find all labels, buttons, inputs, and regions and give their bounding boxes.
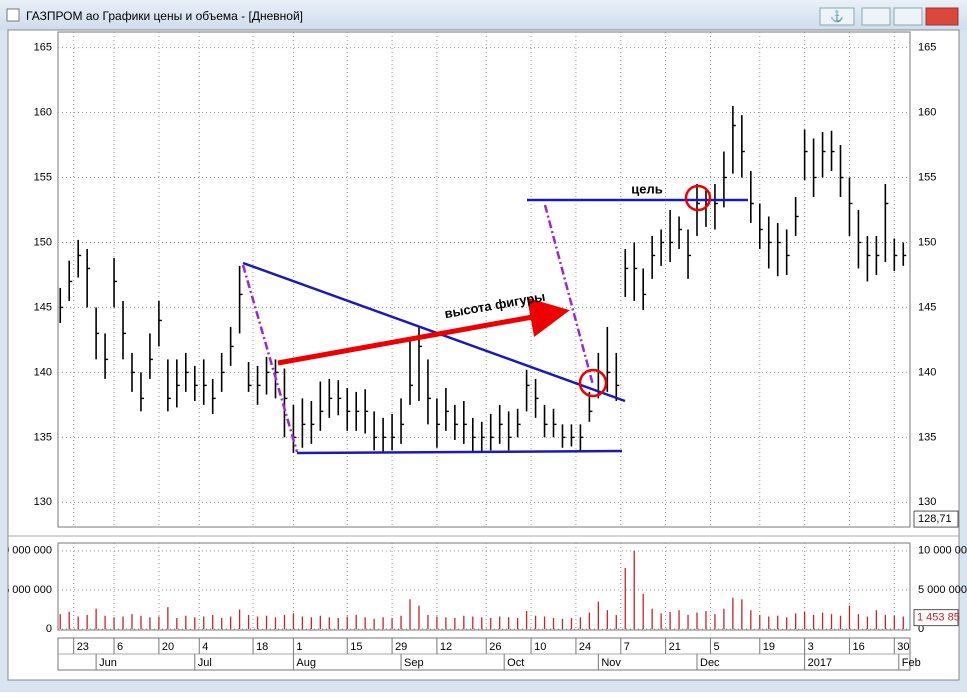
pin-icon: ⚓ (830, 10, 844, 23)
y-tick-label: 165 (918, 41, 936, 53)
last-price-box (913, 510, 959, 528)
y-tick-label: 155 (34, 171, 52, 183)
target-circle (684, 184, 712, 212)
y-tick-label: 165 (34, 41, 52, 53)
y-tick-label: 130 (34, 496, 52, 508)
y-tick-label: 140 (918, 366, 936, 378)
y-tick-label: 135 (918, 431, 936, 443)
price-panel (57, 31, 911, 528)
height-line (543, 204, 595, 386)
x-tick-label: 23 (77, 641, 89, 653)
last-price-label: 128,71 (918, 513, 952, 525)
close-button[interactable] (925, 7, 959, 26)
month-label: 2017 (808, 657, 832, 669)
y-tick-label: 160 (34, 106, 52, 118)
x-tick-label: 24 (579, 641, 591, 653)
arrow (277, 297, 570, 366)
x-tick-label: 12 (440, 641, 452, 653)
y-tick-label: 150 (34, 236, 52, 248)
volume-tick-label: 5 000 000 (918, 584, 967, 596)
x-tick-label: 7 (624, 641, 630, 653)
maximize-button[interactable] (893, 7, 923, 26)
last-volume-label: 1 453 85 (917, 612, 960, 624)
x-tick-label: 6 (117, 641, 123, 653)
month-label: Sep (404, 657, 424, 669)
x-tick-label: 4 (202, 641, 208, 653)
y-tick-label: 155 (918, 171, 936, 183)
support-line (296, 449, 623, 455)
month-label: Dec (700, 657, 720, 669)
x-tick-label: 26 (489, 641, 501, 653)
volume-tick-label: 0 (46, 623, 52, 635)
month-label: Feb (902, 657, 921, 669)
title-bar (0, 0, 967, 30)
y-tick-label: 145 (34, 301, 52, 313)
month-label: Jun (99, 657, 117, 669)
y-tick-label: 160 (918, 106, 936, 118)
volume-tick-label: 10 000 000 (0, 545, 52, 557)
x-tick-label: 30 (897, 641, 909, 653)
y-tick-label: 135 (34, 431, 52, 443)
minimize-button[interactable] (861, 7, 891, 26)
month-label: Oct (507, 657, 524, 669)
x-tick-label: 19 (763, 641, 775, 653)
month-label: Nov (601, 657, 621, 669)
y-tick-label: 150 (918, 236, 936, 248)
x-tick-label: 1 (296, 641, 302, 653)
window-title: ГАЗПРОМ ао Графики цены и объема - [Днев… (26, 9, 303, 23)
x-tick-label: 3 (808, 641, 814, 653)
month-label: Jul (198, 657, 212, 669)
pin-button[interactable] (819, 7, 855, 26)
volume-tick-label: 0 (918, 623, 924, 635)
y-tick-label: 130 (918, 496, 936, 508)
volume-panel (57, 542, 911, 631)
annotation: цель (631, 181, 662, 196)
x-tick-label: 16 (852, 641, 864, 653)
month-label: Aug (296, 657, 316, 669)
x-tick-label: 15 (350, 641, 362, 653)
height-line (241, 264, 299, 453)
x-tick-label: 21 (669, 641, 681, 653)
x-tick-label: 29 (395, 641, 407, 653)
x-tick-label: 18 (256, 641, 268, 653)
chart-area (7, 29, 960, 681)
app-icon (6, 8, 20, 22)
breakout-circle (578, 368, 608, 398)
y-tick-label: 145 (918, 301, 936, 313)
x-tick-label: 5 (713, 641, 719, 653)
volume-tick-label: 10 000 000 (918, 545, 967, 557)
y-tick-label: 140 (34, 366, 52, 378)
x-tick-label: 10 (534, 641, 546, 653)
trend-line (242, 261, 626, 403)
volume-tick-label: 5 000 000 (3, 584, 52, 596)
last-volume-box (913, 609, 959, 627)
x-tick-label: 20 (162, 641, 174, 653)
